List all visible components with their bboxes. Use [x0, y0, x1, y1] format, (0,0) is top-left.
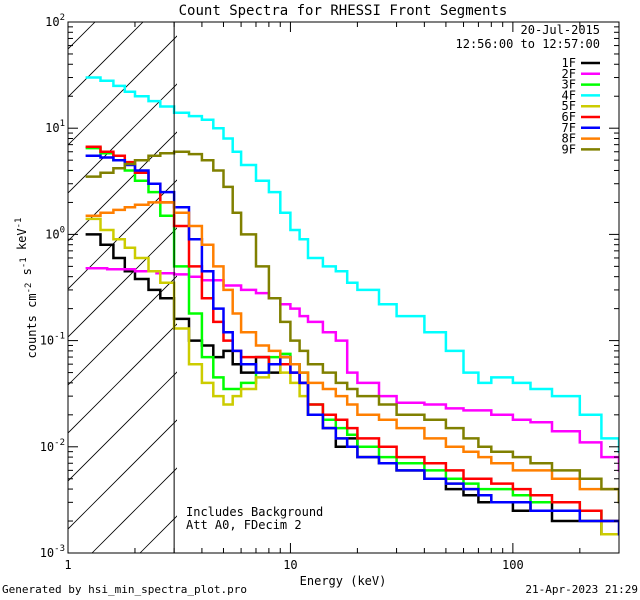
axes: 1 10 100 10-3 10-2 10-1 100 101 102 [40, 13, 620, 572]
legend-label-3F: 3F [562, 78, 576, 92]
y-tick-label: 101 [45, 119, 65, 135]
legend-label-6F: 6F [562, 110, 576, 124]
footer-generated-by: Generated by hsi_min_spectra_plot.pro [2, 583, 248, 596]
legend-label-8F: 8F [562, 132, 576, 146]
legend-label-7F: 7F [562, 121, 576, 135]
plot-frame [67, 21, 620, 554]
hatch-line [68, 179, 177, 290]
chart-title: Count Spectra for RHESSI Front Segments [179, 3, 508, 19]
legend-label-5F: 5F [562, 99, 576, 113]
below-threshold-hatch [0, 0, 177, 553]
series-line-2F [85, 267, 619, 472]
series-line-7F [85, 154, 619, 536]
hatch-line [68, 22, 144, 98]
legend-label-9F: 9F [562, 142, 576, 156]
time-range-label: 12:56:00 to 12:57:00 [456, 37, 601, 51]
hatch-line [0, 0, 76, 553]
annotation-background: Includes Background [186, 505, 323, 519]
series-layer [85, 76, 619, 536]
hatch-line [68, 227, 177, 338]
y-tick-label: 102 [45, 13, 65, 29]
legend-label-4F: 4F [562, 88, 576, 102]
hatch-line [68, 83, 177, 194]
legend-label-2F: 2F [562, 67, 576, 81]
x-axis-label: Energy (keV) [300, 574, 387, 588]
legend-label-1F: 1F [562, 56, 576, 70]
hatch-line [68, 371, 177, 482]
x-tick-label: 10 [283, 558, 297, 572]
date-label: 20-Jul-2015 [521, 23, 600, 37]
y-tick-label: 10-1 [40, 332, 65, 348]
annotation-attenuator: Att A0, FDecim 2 [186, 518, 302, 532]
hatch-line [68, 22, 96, 50]
y-tick-label: 100 [45, 225, 65, 241]
series-line-4F [85, 76, 619, 453]
hatch-line [68, 35, 177, 146]
y-tick-label: 10-2 [40, 438, 65, 454]
hatch-line [68, 419, 177, 530]
footer-timestamp: 21-Apr-2023 21:29 [525, 583, 638, 596]
x-tick-label: 1 [64, 558, 71, 572]
series-line-9F [85, 150, 619, 504]
x-tick-label: 100 [502, 558, 524, 572]
series-line-8F [85, 201, 619, 504]
series-line-1F [85, 233, 619, 536]
y-axis-label: counts cm-2 s-1 keV-1 [14, 218, 39, 359]
y-tick-label: 10-3 [40, 544, 65, 560]
